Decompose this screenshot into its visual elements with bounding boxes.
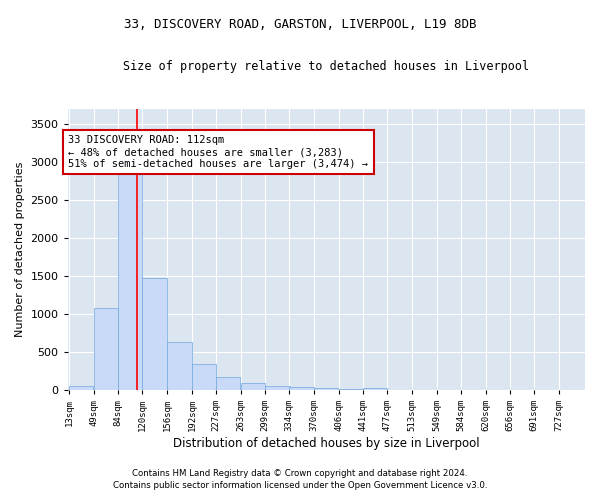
Text: 33, DISCOVERY ROAD, GARSTON, LIVERPOOL, L19 8DB: 33, DISCOVERY ROAD, GARSTON, LIVERPOOL, … — [124, 18, 476, 30]
Bar — [118, 171, 142, 390]
Bar — [241, 384, 265, 390]
Bar — [69, 386, 94, 390]
Bar — [314, 388, 338, 390]
Bar — [94, 308, 118, 390]
Title: Size of property relative to detached houses in Liverpool: Size of property relative to detached ho… — [123, 60, 529, 73]
X-axis label: Distribution of detached houses by size in Liverpool: Distribution of detached houses by size … — [173, 437, 479, 450]
Bar — [216, 377, 240, 390]
Bar — [339, 388, 363, 390]
Bar — [192, 364, 216, 390]
Text: 33 DISCOVERY ROAD: 112sqm
← 48% of detached houses are smaller (3,283)
51% of se: 33 DISCOVERY ROAD: 112sqm ← 48% of detac… — [68, 136, 368, 168]
Y-axis label: Number of detached properties: Number of detached properties — [15, 162, 25, 337]
Bar — [142, 278, 167, 390]
Text: Contains HM Land Registry data © Crown copyright and database right 2024.
Contai: Contains HM Land Registry data © Crown c… — [113, 468, 487, 490]
Bar — [265, 386, 290, 390]
Bar — [363, 388, 387, 390]
Bar — [167, 342, 191, 390]
Bar — [289, 387, 314, 390]
